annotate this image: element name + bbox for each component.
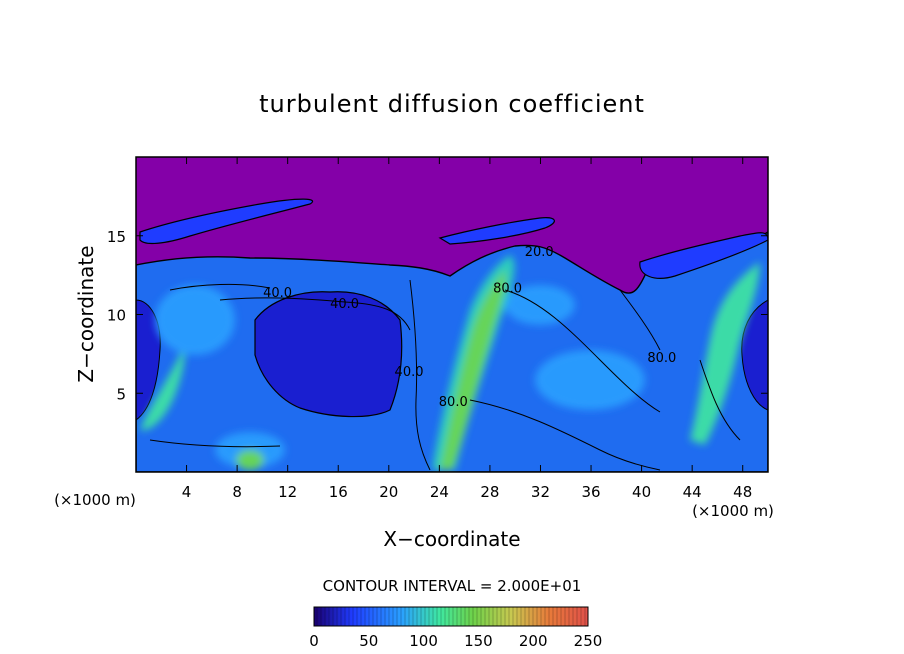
x-tick-label: 4: [182, 483, 192, 501]
contour-label: 80.0: [493, 281, 522, 296]
contour-line: [169, 283, 271, 291]
contour-label: 80.0: [647, 351, 676, 366]
x-tick-label: 32: [531, 483, 550, 501]
x-tick-label: 44: [683, 483, 702, 501]
cyan-patch-mid: [505, 285, 575, 325]
y-tick-label: 5: [116, 385, 126, 403]
contour-line: [469, 399, 661, 471]
x-tick-label: 36: [581, 483, 600, 501]
x-tick-label: 20: [379, 483, 398, 501]
contour-line: [619, 289, 661, 351]
colorbar-tick-label: 0: [309, 632, 319, 650]
y-axis-title: Z−coordinate: [74, 245, 98, 382]
green-patch-bottom: [236, 450, 264, 470]
contour-label: 40.0: [395, 365, 424, 380]
colorbar-ticks: 0 50 100 150 200 250: [309, 632, 602, 650]
contour-label: 80.0: [439, 395, 468, 410]
x-tick-label: 28: [480, 483, 499, 501]
upper-streak-mid: [438, 217, 555, 245]
x-axis-title: X−coordinate: [383, 527, 520, 551]
contour-labels: 40.0 40.0 40.0 80.0 80.0 20.0 80.0: [263, 245, 676, 410]
cyan-patch-left: [155, 285, 235, 355]
x-tick-label: 12: [278, 483, 297, 501]
contour-line: [409, 279, 431, 471]
colorbar-tick-label: 150: [464, 632, 493, 650]
contour-label: 20.0: [525, 245, 554, 260]
y-tick-label: 10: [107, 307, 126, 325]
core-low-region: [254, 291, 403, 418]
colorbar-tick-label: 100: [409, 632, 438, 650]
contour-line: [699, 359, 741, 441]
heatmap-field: 40.0 40.0 40.0 80.0 80.0 20.0 80.0: [136, 157, 768, 472]
right-vortex-region: [741, 299, 768, 411]
cloud-streaks: [139, 198, 768, 279]
x-unit-label-right: (×1000 m): [692, 502, 774, 520]
plume-central-core: [440, 270, 506, 470]
colorbar-stripes: [316, 607, 586, 626]
x-tick-label: 48: [733, 483, 752, 501]
contour-interval-label: CONTOUR INTERVAL = 2.000E+01: [323, 577, 582, 595]
contour-label: 40.0: [263, 286, 292, 301]
y-tick-label: 15: [107, 228, 126, 246]
x-tick-label: 8: [232, 483, 242, 501]
x-axis: 4 8 12 16 20 24 28 32 36 40 44 48: [182, 157, 752, 501]
plume-left: [140, 350, 185, 431]
contour-lines: [149, 279, 741, 471]
x-tick-label: 40: [632, 483, 651, 501]
contour-line: [504, 289, 661, 413]
left-vortex-region: [136, 299, 161, 421]
plume-right: [690, 262, 760, 445]
colorbar-tick-label: 200: [519, 632, 548, 650]
contour-line: [149, 439, 281, 448]
contour-line: [219, 297, 411, 331]
colorbar: [313, 606, 589, 627]
x-tick-label: 24: [430, 483, 449, 501]
x-unit-label-left: (×1000 m): [54, 491, 136, 509]
y-axis: 5 10 15: [107, 228, 768, 403]
turbulent-plumes: [140, 255, 760, 470]
cyan-patch-right: [535, 350, 645, 410]
chart-title: turbulent diffusion coefficient: [259, 90, 645, 118]
colorbar-tick-label: 250: [574, 632, 603, 650]
upper-streak-left: [139, 198, 313, 245]
colorbar-tick-label: 50: [359, 632, 378, 650]
x-tick-label: 16: [329, 483, 348, 501]
contour-label: 40.0: [330, 297, 359, 312]
